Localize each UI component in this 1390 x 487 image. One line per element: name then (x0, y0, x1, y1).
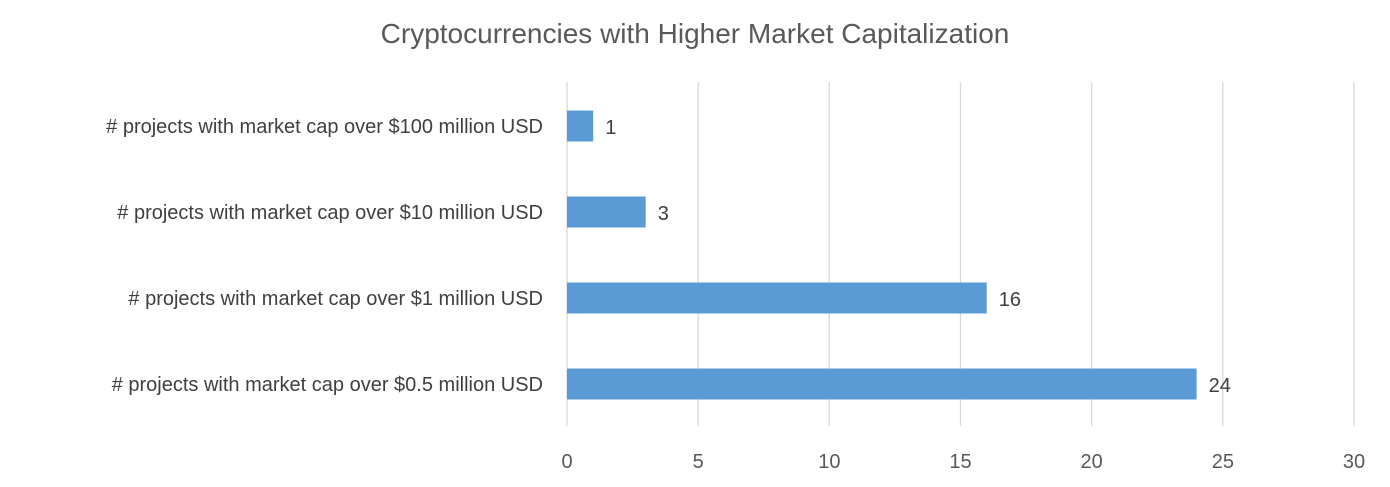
x-tick-label: 20 (1081, 451, 1103, 473)
x-tick-label: 15 (949, 451, 971, 473)
x-tick-label: 5 (693, 451, 704, 473)
data-labels: 1 3 16 24 (605, 117, 1231, 397)
bar (567, 110, 594, 142)
x-tick-label: 10 (818, 451, 840, 473)
data-label: 3 (658, 203, 669, 225)
bars (567, 110, 1197, 400)
chart-title: Cryptocurrencies with Higher Market Capi… (380, 18, 1010, 49)
bar (567, 196, 646, 228)
category-label: # projects with market cap over $0.5 mil… (112, 374, 543, 396)
bar (567, 282, 987, 314)
data-label: 16 (999, 289, 1021, 311)
x-tick-label: 0 (561, 451, 572, 473)
category-label: # projects with market cap over $100 mil… (106, 116, 543, 138)
data-label: 1 (605, 117, 616, 139)
category-label: # projects with market cap over $10 mill… (117, 202, 543, 224)
category-labels: # projects with market cap over $100 mil… (106, 116, 543, 396)
x-tick-label: 30 (1343, 451, 1365, 473)
x-axis-tick-labels: 0 5 10 15 20 25 30 (561, 451, 1365, 473)
bar (567, 368, 1197, 400)
x-tick-label: 25 (1212, 451, 1234, 473)
data-label: 24 (1209, 375, 1231, 397)
category-label: # projects with market cap over $1 milli… (128, 288, 543, 310)
